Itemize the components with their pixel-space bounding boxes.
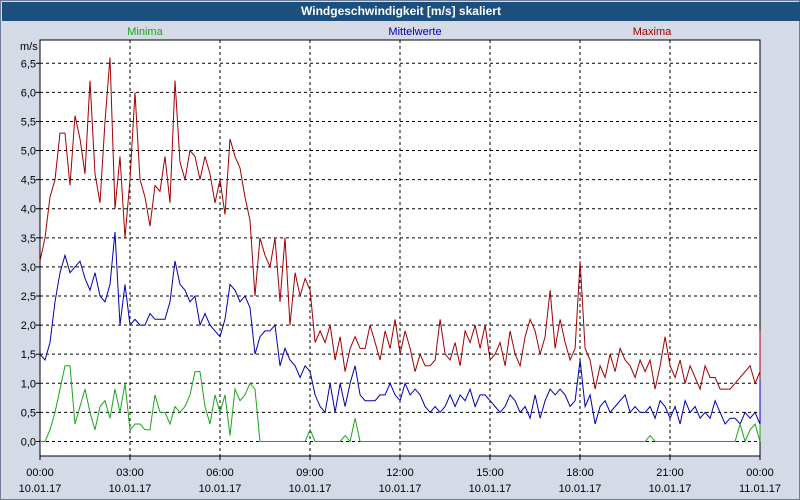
y-tick-label: 5,5 (21, 116, 36, 128)
x-tick-time-label: 12:00 (386, 467, 414, 479)
y-tick-label: 2,5 (21, 291, 36, 303)
y-tick-label: 6,0 (21, 87, 36, 99)
y-tick-label: 4,5 (21, 175, 36, 187)
x-tick-date-label: 10.01.17 (469, 483, 512, 495)
x-tick-time-label: 06:00 (206, 467, 234, 479)
y-tick-label: 6,5 (21, 58, 36, 70)
y-tick-label: 1,0 (21, 378, 36, 390)
x-tick-date-label: 11.01.17 (739, 483, 781, 495)
chart-title: Windgeschwindigkeit [m/s] skaliert (2, 2, 800, 21)
x-tick-time-label: 15:00 (476, 467, 504, 479)
x-tick-date-label: 10.01.17 (19, 483, 62, 495)
x-axis-ticks: 00:00 10.01.17 03:00 10.01.17 06:00 10.01.17 0… (19, 456, 781, 495)
series-lines (39, 57, 761, 443)
x-tick-date-label: 10.01.17 (289, 483, 332, 495)
legend-maxima: Maxima (633, 26, 672, 38)
x-tick-time-label: 21:00 (656, 467, 684, 479)
x-tick-time-label: 18:00 (566, 467, 594, 479)
y-tick-label: 3,0 (21, 262, 36, 274)
x-tick-date-label: 10.01.17 (559, 483, 602, 495)
series-line-minima (40, 365, 761, 443)
x-tick-date-label: 10.01.17 (649, 483, 692, 495)
x-tick-time-label: 09:00 (296, 467, 324, 479)
x-tick-time-label: 00:00 (746, 467, 774, 479)
x-tick-date-label: 10.01.17 (109, 483, 152, 495)
y-tick-label: 1,5 (21, 349, 36, 361)
x-tick-date-label: 10.01.17 (199, 483, 242, 495)
y-axis-ticks: 0,0 0,5 1,0 1,5 2,0 2,5 3,0 3,5 4,0 4,5 5,0 5,5 6,0 6… (21, 58, 40, 448)
legend: Minima Mittelwerte Maxima (127, 26, 672, 38)
y-tick-label: 0,5 (21, 407, 36, 419)
y-tick-label: 3,5 (21, 233, 36, 245)
x-tick-time-label: 00:00 (26, 467, 54, 479)
x-tick-date-label: 10.01.17 (379, 483, 422, 495)
y-tick-label: 0,0 (21, 436, 36, 448)
legend-minima: Minima (127, 26, 163, 38)
series-line-maxima (39, 57, 761, 391)
y-tick-label: 2,0 (21, 320, 36, 332)
y-tick-label: 4,0 (21, 204, 36, 216)
legend-mittelwerte: Mittelwerte (388, 26, 441, 38)
x-tick-time-label: 03:00 (116, 467, 144, 479)
plot-area (39, 39, 761, 457)
series-line-mittelwerte (39, 231, 761, 425)
y-axis-unit-label: m/s (20, 41, 38, 53)
y-tick-label: 5,0 (21, 146, 36, 158)
